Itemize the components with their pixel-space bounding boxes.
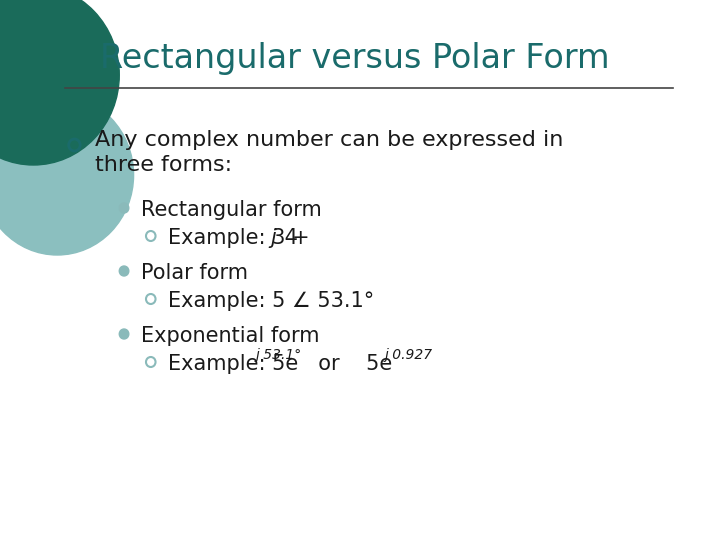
Text: 4: 4 [278,228,297,248]
Text: or    5e: or 5e [305,354,392,374]
Text: Exponential form: Exponential form [141,326,320,346]
Circle shape [120,329,129,339]
Text: Example: 5 ∠ 53.1°: Example: 5 ∠ 53.1° [168,291,374,311]
Text: j: j [270,228,276,248]
Text: j 53.1°: j 53.1° [256,348,302,362]
Text: Rectangular form: Rectangular form [141,200,322,220]
Circle shape [120,266,129,276]
Circle shape [120,203,129,213]
Text: Rectangular versus Polar Form: Rectangular versus Polar Form [100,42,610,75]
Text: j 0.927: j 0.927 [384,348,433,362]
Text: Example: 3 +: Example: 3 + [168,228,316,248]
Text: Polar form: Polar form [141,263,248,283]
Circle shape [0,95,134,255]
Text: three forms:: three forms: [96,155,233,175]
Text: Example: 5e: Example: 5e [168,354,298,374]
Text: Any complex number can be expressed in: Any complex number can be expressed in [96,130,564,150]
Circle shape [0,0,120,165]
